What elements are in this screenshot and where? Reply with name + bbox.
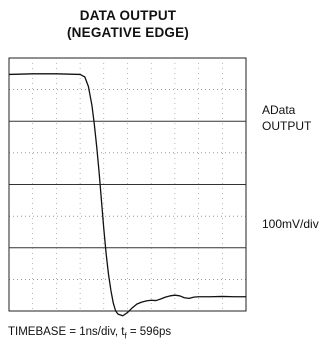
- timebase-caption: TIMEBASE = 1ns/div, tf = 596ps: [8, 326, 171, 340]
- waveform-trace-0: [8, 73, 246, 317]
- vertical-scale-label: 100mV/div: [262, 217, 319, 231]
- chart-title-line-2: (NEGATIVE EDGE): [66, 25, 189, 40]
- signal-label: AData OUTPUT: [262, 102, 311, 134]
- signal-label-line-1: AData: [262, 103, 296, 117]
- trace-layer: [8, 73, 246, 317]
- timebase-prefix: TIMEBASE = 1ns/div, t: [8, 326, 125, 338]
- fall-time-value: = 596ps: [126, 326, 172, 338]
- signal-label-line-2: OUTPUT: [262, 119, 312, 134]
- grid: [9, 58, 246, 311]
- fall-time-subscript: f: [124, 331, 127, 341]
- chart-title-line-1: DATA OUTPUT: [79, 8, 177, 23]
